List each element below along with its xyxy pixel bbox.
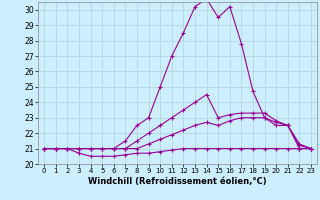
X-axis label: Windchill (Refroidissement éolien,°C): Windchill (Refroidissement éolien,°C): [88, 177, 267, 186]
